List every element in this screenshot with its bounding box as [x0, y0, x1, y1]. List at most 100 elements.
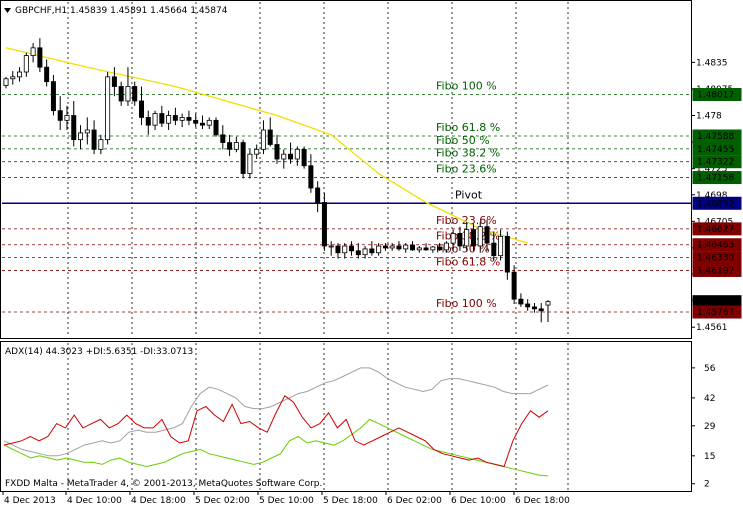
candle-bull: [23, 55, 29, 73]
time-axis-label: 5 Dec 10:00: [259, 496, 314, 506]
candle-bull: [294, 148, 300, 160]
price-label-text: 1.46463: [697, 241, 734, 251]
candle-bear: [118, 86, 124, 102]
candle-bear: [267, 129, 273, 145]
adx-header: ADX(14) 44.3023 +DI:5.6351 -DI:33.0713: [5, 347, 193, 357]
fibo-label: Fibo 61.8 %: [436, 121, 500, 134]
candle-bear: [308, 165, 314, 189]
adx-tick-label: 15: [704, 452, 715, 462]
candle-bear: [288, 153, 294, 160]
candle-bull: [464, 229, 470, 247]
price-label-box: [692, 88, 742, 102]
grid: [67, 2, 569, 490]
candle-bull: [152, 113, 158, 126]
price-label-text: 1.46892: [697, 199, 734, 209]
price-label-box: [692, 238, 742, 252]
moving-average-line: [5, 47, 528, 244]
candle-bear: [531, 306, 537, 310]
candle-bull: [477, 226, 483, 247]
candle-bull: [30, 47, 36, 56]
price-label-box: [692, 251, 742, 265]
time-axis-label: 5 Dec 18:00: [323, 496, 378, 506]
candle-bear: [213, 119, 219, 136]
candle-bull: [362, 248, 368, 256]
time-axis: 4 Dec 2013 4 Dec 10:00 4 Dec 18:00 5 Dec 02…: [2, 491, 570, 506]
candle-bear: [227, 142, 233, 150]
price-label-text: 1.48017: [697, 91, 734, 101]
candle-bear: [369, 248, 375, 254]
candle-bull: [545, 301, 551, 306]
candle-bull: [430, 246, 436, 251]
candle-bear: [145, 117, 151, 126]
price-tick-label: 1.4561: [696, 323, 728, 333]
adx-main-line: [3, 367, 549, 457]
price-label-box: [692, 196, 742, 210]
candle-bear: [57, 110, 63, 121]
candle-bear: [382, 245, 388, 249]
fibo-label: Fibo 100 %: [436, 80, 497, 93]
candle-bear: [37, 47, 43, 68]
price-tick-label: 1.4698: [696, 191, 728, 201]
price-label-text: 1.45874: [697, 298, 734, 308]
candle-bear: [220, 134, 226, 143]
main-window-frame: [0, 0, 692, 339]
candle-bull: [281, 153, 287, 160]
candle-bull: [233, 142, 239, 150]
price-label-box: [692, 263, 742, 277]
pivot-label: Pivot: [455, 188, 483, 201]
candle-bear: [504, 235, 510, 273]
candle-bull: [416, 247, 422, 251]
candle-bear: [525, 303, 531, 308]
candle-bear: [409, 244, 416, 251]
pivot-fibo-levels: Fibo 100 %Fibo 61.8 %Fibo 50 %Fibo 38.2 …: [2, 80, 692, 313]
adx-tick-label: 2: [704, 480, 710, 490]
candle-bull: [247, 153, 253, 174]
candle-bear: [315, 187, 321, 203]
chart-header: GBPCHF,H1 1.45839 1.45891 1.45664 1.4587…: [15, 6, 228, 16]
candle-bear: [511, 271, 517, 300]
candle-bear: [321, 202, 327, 247]
candle-bull: [403, 244, 409, 250]
price-label-box: [692, 305, 742, 319]
candle-bear: [349, 245, 355, 252]
time-axis-label: 4 Dec 2013: [4, 496, 56, 506]
candle-bear: [274, 144, 280, 160]
time-axis-label: 6 Dec 10:00: [451, 496, 506, 506]
candle-bull: [98, 139, 104, 150]
candles[interactable]: [3, 38, 551, 323]
price-label-text: 1.46330: [697, 254, 734, 264]
footer-text: FXDD Malta - MetaTrader 4, © 2001-2013, …: [5, 479, 322, 489]
candle-bull: [166, 115, 172, 124]
symbol-menu-arrow-icon[interactable]: [4, 8, 11, 13]
candle-bear: [159, 113, 165, 124]
candle-bull: [206, 119, 212, 126]
candle-bear: [44, 66, 50, 83]
price-tick-label: 1.4835: [696, 58, 728, 68]
candle-bull: [498, 235, 504, 257]
candle-bull: [389, 245, 395, 249]
candle-bear: [538, 308, 544, 312]
candle-bear: [111, 76, 117, 87]
time-axis-label: 4 Dec 18:00: [131, 496, 186, 506]
price-label-text: 1.45767: [697, 308, 734, 318]
candle-bear: [132, 86, 138, 102]
adx-minus-di-line: [3, 418, 549, 477]
candle-bear: [199, 122, 205, 126]
candle-bull: [443, 242, 449, 251]
price-label-text: 1.47455: [697, 145, 734, 155]
price-label-text: 1.47588: [697, 132, 734, 142]
adx-tick-label: 29: [704, 422, 716, 432]
price-label-box: [692, 142, 742, 156]
time-axis-label: 6 Dec 18:00: [515, 496, 570, 506]
candle-bull: [179, 117, 185, 121]
fibo-label: Fibo 23.6%: [436, 163, 497, 176]
time-axis-label: 4 Dec 10:00: [67, 496, 122, 506]
adx-window-frame: [0, 341, 692, 492]
time-axis-label: 5 Dec 02:00: [195, 496, 250, 506]
adx-tick-label: 56: [704, 364, 716, 374]
candle-bear: [186, 117, 192, 121]
fibo-label: Fibo 50 %: [436, 134, 490, 147]
candle-bear: [71, 115, 77, 141]
candle-bear: [193, 119, 199, 124]
